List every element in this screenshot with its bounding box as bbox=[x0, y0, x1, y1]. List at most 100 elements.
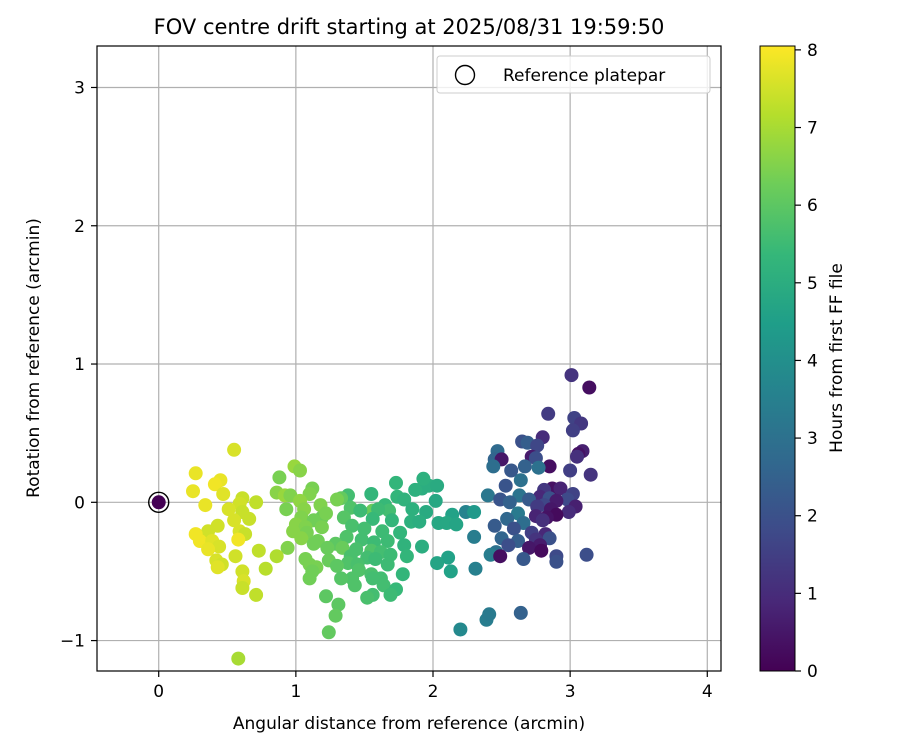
scatter-point bbox=[506, 521, 521, 536]
legend-box bbox=[436, 55, 711, 94]
scatter-point bbox=[467, 529, 482, 544]
scatter-point bbox=[487, 518, 502, 533]
scatter-point bbox=[380, 534, 395, 548]
scatter-point bbox=[228, 549, 243, 564]
scatter-point bbox=[272, 470, 287, 485]
scatter-point bbox=[393, 525, 408, 540]
scatter-point bbox=[320, 540, 335, 555]
scatter-point bbox=[389, 475, 403, 490]
scatter-point bbox=[188, 466, 203, 481]
scatter-point bbox=[302, 571, 317, 586]
scatter-point bbox=[347, 578, 362, 593]
scatter-point bbox=[360, 590, 375, 605]
scatter-point bbox=[517, 459, 532, 474]
colorbar-tick-label: 6 bbox=[807, 196, 818, 216]
scatter-point bbox=[541, 406, 556, 421]
legend-marker-icon bbox=[454, 64, 476, 86]
scatter-point bbox=[207, 477, 222, 492]
scatter-point bbox=[416, 471, 431, 486]
scatter-point bbox=[504, 463, 519, 478]
scatter-point bbox=[397, 492, 412, 507]
scatter-point bbox=[468, 561, 483, 576]
scatter-point bbox=[534, 543, 549, 558]
scatter-point bbox=[280, 540, 295, 555]
scatter-point bbox=[449, 517, 464, 532]
scatter-point bbox=[415, 539, 429, 554]
scatter-point bbox=[419, 505, 434, 519]
scatter-point bbox=[530, 438, 545, 453]
scatter-point bbox=[542, 459, 557, 474]
scatter-point bbox=[563, 463, 578, 478]
colorbar-tick-label: 0 bbox=[807, 662, 818, 682]
x-axis: 0 1 2 3 4 bbox=[153, 671, 713, 702]
scatter-point bbox=[480, 488, 495, 503]
scatter-point bbox=[531, 460, 546, 475]
reference-point-fill bbox=[151, 495, 166, 510]
scatter-point bbox=[453, 622, 468, 637]
scatter-point bbox=[319, 589, 333, 604]
scatter-point bbox=[339, 529, 354, 544]
scatter-point bbox=[251, 543, 266, 558]
scatter-point bbox=[408, 482, 423, 497]
legend-entry-label: Reference platepar bbox=[503, 66, 665, 86]
scatter-point bbox=[249, 587, 264, 602]
scatter-point bbox=[294, 531, 309, 546]
scatter-point bbox=[565, 423, 580, 438]
scatter-point bbox=[486, 459, 501, 474]
colorbar-tick-label: 8 bbox=[807, 41, 818, 61]
scatter-point bbox=[383, 587, 398, 602]
scatter-point bbox=[443, 564, 458, 579]
scatter-point bbox=[467, 505, 482, 519]
scatter-point bbox=[345, 518, 360, 533]
y-tick-label: −1 bbox=[60, 632, 85, 652]
scatter-point bbox=[579, 547, 594, 562]
scatter-point bbox=[380, 557, 395, 572]
scatter-point bbox=[279, 502, 294, 517]
scatter-point bbox=[365, 571, 380, 586]
scatter-point bbox=[412, 514, 427, 529]
scatter-point bbox=[364, 487, 379, 501]
scatter-point bbox=[570, 449, 584, 464]
scatter-point bbox=[231, 532, 246, 547]
scatter-point bbox=[549, 554, 564, 569]
scatter-point bbox=[306, 536, 321, 551]
y-tick-label: 2 bbox=[74, 217, 85, 237]
scatter-point bbox=[216, 487, 231, 501]
x-tick-label: 1 bbox=[290, 682, 301, 702]
scatter-point bbox=[227, 442, 242, 457]
x-tick-label: 2 bbox=[428, 682, 439, 702]
scatter-point bbox=[493, 549, 508, 564]
scatter-point bbox=[395, 567, 410, 582]
scatter-point bbox=[482, 607, 497, 622]
x-tick-label: 0 bbox=[153, 682, 164, 702]
scatter-point bbox=[535, 513, 550, 528]
colorbar-tick-label: 7 bbox=[807, 119, 818, 139]
scatter-point bbox=[319, 506, 333, 521]
scatter-point bbox=[430, 478, 445, 493]
scatter-point bbox=[314, 520, 329, 535]
y-tick-label: 1 bbox=[74, 355, 85, 375]
scatter-point bbox=[357, 521, 372, 536]
plot-frame bbox=[96, 45, 722, 672]
scatter-point bbox=[235, 581, 250, 595]
scatter-point bbox=[231, 651, 246, 666]
scatter-point bbox=[212, 539, 227, 554]
colorbar-tick-label: 4 bbox=[807, 351, 818, 371]
scatter-point bbox=[201, 542, 216, 557]
scatter-point bbox=[583, 467, 598, 482]
scatter-point bbox=[328, 608, 343, 623]
scatter-point bbox=[198, 498, 213, 513]
scatter-points bbox=[186, 368, 598, 666]
scatter-point bbox=[513, 605, 528, 620]
x-axis-label: Angular distance from reference (arcmin) bbox=[233, 714, 585, 734]
scatter-point bbox=[513, 473, 528, 488]
y-axis: −1 0 1 2 3 bbox=[60, 78, 97, 652]
scatter-point bbox=[564, 368, 579, 383]
colorbar-ticks: 0 1 2 3 4 5 6 7 8 bbox=[795, 41, 818, 682]
scatter-point bbox=[405, 502, 420, 517]
colorbar-tick-label: 2 bbox=[807, 507, 818, 527]
scatter-point bbox=[353, 503, 368, 518]
scatter-point bbox=[522, 540, 536, 555]
colorbar-tick-label: 1 bbox=[807, 584, 818, 604]
